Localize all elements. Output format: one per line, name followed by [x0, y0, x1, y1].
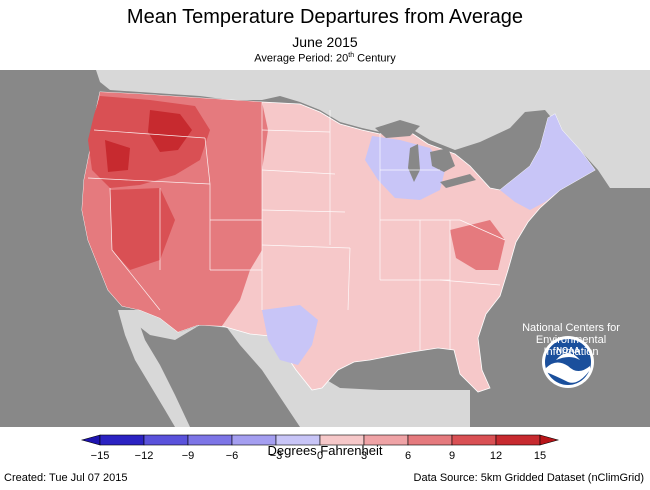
ncei-label: National Centers for Environmental Infor… — [522, 322, 620, 358]
map-title: Mean Temperature Departures from Average — [126, 6, 524, 28]
us-temperature-map: NOAA — [0, 70, 650, 427]
colorbar-tick-label: −6 — [226, 450, 239, 462]
lake-erie — [440, 174, 476, 188]
canada-landmass — [96, 70, 650, 188]
colorbar-ticks: −15 −12 −9 −6 −3 0 3 6 9 12 15 — [91, 450, 546, 462]
colorbar-legend: −15 −12 −9 −6 −3 0 3 6 9 12 15 — [80, 434, 560, 462]
colorbar-tick-label: 0 — [317, 450, 323, 462]
lake-huron — [430, 148, 455, 172]
map-subtitle: June 2015 — [292, 34, 358, 50]
data-source: Data Source: 5km Gridded Dataset (nClimG… — [413, 472, 644, 484]
colorbar-tick-label: −15 — [91, 450, 110, 462]
colorbar-tick-label: 15 — [534, 450, 546, 462]
nevada-warm — [110, 188, 175, 270]
mexico-landmass — [118, 310, 470, 427]
noaa-logo: NOAA — [542, 336, 594, 388]
period-superscript: th — [348, 52, 355, 59]
colorbar-max-arrow — [539, 434, 560, 446]
colorbar-tick-label: 9 — [449, 450, 455, 462]
baja-landmass — [118, 310, 190, 427]
colorbar-label: Degrees Fahrenheit — [267, 443, 383, 458]
period-label: Average Period: 20 — [254, 52, 349, 65]
period-suffix: Century — [354, 52, 396, 65]
colorbar-tick-label: −12 — [135, 450, 154, 462]
texas-cool — [262, 305, 318, 365]
northeast-cool — [500, 114, 595, 210]
colorbar-tick-label: −9 — [182, 450, 195, 462]
lake-ontario — [474, 158, 498, 168]
great-lakes-cool — [365, 136, 445, 200]
header: Mean Temperature Departures from Average… — [0, 0, 650, 70]
colorbar-tick-label: 12 — [490, 450, 502, 462]
idaho-hot-core — [148, 110, 192, 152]
colorbar-tick-label: −3 — [270, 450, 283, 462]
oregon-hot-core — [105, 140, 130, 172]
noaa-logo-text: NOAA — [556, 346, 580, 355]
colorbar — [80, 434, 560, 446]
colorbar-tick-label: 3 — [361, 450, 367, 462]
lake-superior — [375, 120, 420, 138]
carolinas-warm — [450, 220, 505, 270]
average-period: Average Period: 20th Century — [0, 52, 650, 65]
state-borders — [87, 102, 506, 350]
colorbar-tick-label: 6 — [405, 450, 411, 462]
created-date: Created: Tue Jul 07 2015 — [4, 472, 128, 484]
lake-michigan — [408, 144, 420, 182]
